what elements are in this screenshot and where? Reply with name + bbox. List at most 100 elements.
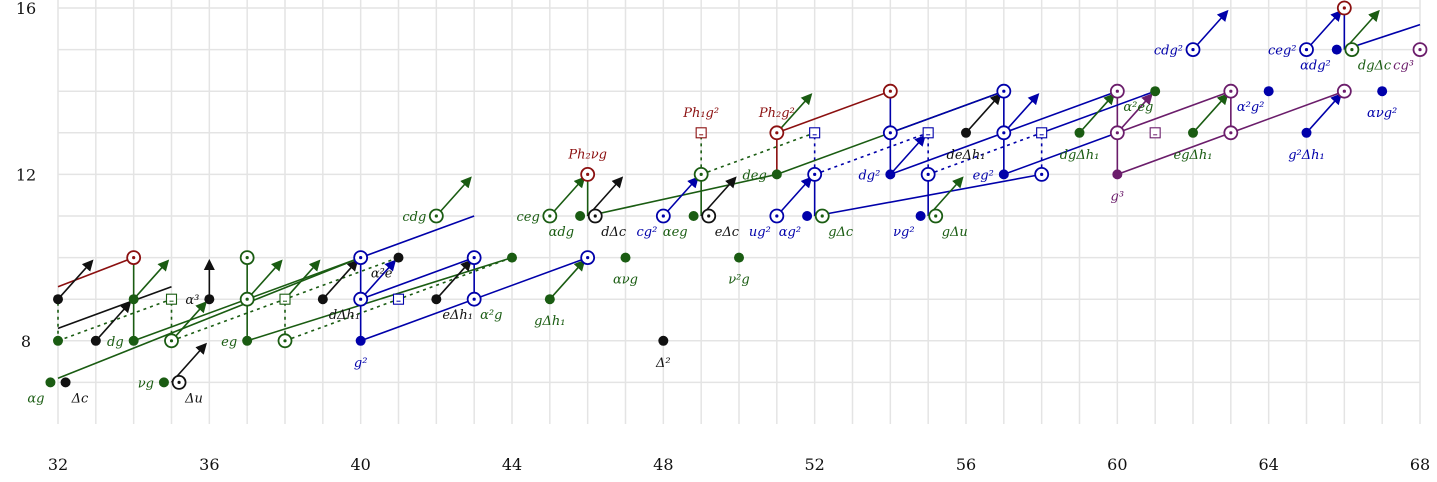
class-dot xyxy=(915,211,926,221)
class-label: Ph₂g² xyxy=(758,106,795,121)
class-circled-center xyxy=(434,214,438,218)
class-dot xyxy=(128,335,139,346)
class-circled-center xyxy=(775,131,779,135)
class-label: α²e xyxy=(371,267,393,282)
class-circled-center xyxy=(1418,48,1422,52)
class-dot xyxy=(431,294,442,305)
tower-arrow xyxy=(889,134,926,175)
class-dot xyxy=(158,377,169,388)
class-circled-center xyxy=(359,256,363,260)
class-circled-center xyxy=(586,172,590,176)
tower-arrow xyxy=(246,259,283,300)
differential-line xyxy=(927,132,1042,176)
tower-arrow xyxy=(1003,93,1040,134)
class-label: dg xyxy=(107,335,124,350)
y-tick-label: 12 xyxy=(16,165,36,184)
class-circled-center xyxy=(1002,131,1006,135)
y-tick-label: 8 xyxy=(21,332,31,351)
class-label: Δ² xyxy=(655,356,671,371)
class-label: ν²g xyxy=(728,273,749,288)
tower-arrow xyxy=(776,93,813,134)
class-label: α³ xyxy=(185,293,199,308)
differential-line xyxy=(57,256,361,379)
differential-line xyxy=(57,285,172,330)
class-dot xyxy=(734,252,744,263)
differential-line xyxy=(1117,90,1232,134)
class-dot xyxy=(1112,169,1123,180)
class-dot xyxy=(575,211,586,221)
class-circled-center xyxy=(775,214,779,218)
class-label: g²Δh₁ xyxy=(1288,148,1325,163)
class-circled-center xyxy=(707,214,711,218)
class-circled-center xyxy=(1229,131,1233,135)
tower-arrow xyxy=(549,259,586,300)
class-dot xyxy=(317,294,328,305)
tower-arrow xyxy=(1192,93,1229,134)
class-label: α²eg xyxy=(1123,100,1153,115)
class-boxed xyxy=(392,293,405,305)
class-circled-center xyxy=(359,297,363,301)
class-label: αg xyxy=(27,391,44,406)
class-boxed xyxy=(1036,127,1048,139)
class-label: cdg² xyxy=(1154,44,1183,59)
class-dot xyxy=(45,377,56,388)
x-tick-label: 48 xyxy=(653,455,673,474)
tower-arrow xyxy=(965,93,1002,134)
tower-arrow xyxy=(549,176,586,217)
tower-arrow xyxy=(133,259,170,300)
grid xyxy=(57,0,1421,424)
class-circled-center xyxy=(1229,89,1233,93)
class-circled-center xyxy=(820,214,824,218)
class-dot xyxy=(90,335,101,346)
classes xyxy=(45,0,1428,390)
class-circled-center xyxy=(1350,48,1354,52)
class-circled-center xyxy=(1342,6,1346,10)
x-tick-label: 52 xyxy=(804,455,824,474)
tower-arrow xyxy=(1078,93,1115,134)
class-label: eg² xyxy=(973,168,994,183)
class-circled-center xyxy=(813,172,817,176)
class-label: νg xyxy=(138,376,154,391)
class-label: g² xyxy=(354,356,368,371)
x-tick-label: 36 xyxy=(199,455,219,474)
class-label: deg xyxy=(742,168,766,183)
class-label: Δc xyxy=(71,391,89,406)
class-label: deΔh₁ xyxy=(947,148,986,163)
class-label: cg³ xyxy=(1393,59,1414,74)
class-circled-center xyxy=(888,89,892,93)
class-label: α²g² xyxy=(1237,100,1265,115)
differential-line xyxy=(814,173,1042,217)
differential-line xyxy=(1003,132,1118,176)
class-dot xyxy=(53,335,63,346)
x-tick-label: 44 xyxy=(502,455,522,474)
towers xyxy=(57,9,1380,383)
class-label: eΔc xyxy=(715,225,740,240)
class-label: gΔh₁ xyxy=(534,314,565,329)
class-circled-center xyxy=(1002,89,1006,93)
class-dot xyxy=(961,127,971,138)
differential-line xyxy=(890,90,1005,134)
class-label: egΔh₁ xyxy=(1174,148,1213,163)
class-dot xyxy=(1301,127,1312,138)
x-tick-label: 68 xyxy=(1410,455,1430,474)
tower-arrow xyxy=(435,259,472,300)
class-dot xyxy=(204,294,215,305)
differential-line xyxy=(700,132,815,176)
differential-line xyxy=(57,256,134,288)
class-circled-center xyxy=(283,339,287,343)
class-label: ceg xyxy=(517,210,540,225)
class-dot xyxy=(1074,127,1085,138)
y-tick-label: 16 xyxy=(16,0,36,18)
class-label: Ph₁g² xyxy=(682,106,719,121)
class-label: dΔc xyxy=(601,225,627,240)
class-label: gΔc xyxy=(828,225,854,240)
x-tick-label: 60 xyxy=(1107,455,1127,474)
class-label: αg² xyxy=(779,225,801,240)
class-dot xyxy=(53,294,63,305)
class-label: ανg xyxy=(613,273,638,288)
class-circled-center xyxy=(593,214,597,218)
x-tick-label: 64 xyxy=(1258,455,1278,474)
class-circled-center xyxy=(245,297,249,301)
class-dot xyxy=(393,252,404,263)
class-label: dgΔc xyxy=(1358,59,1392,74)
